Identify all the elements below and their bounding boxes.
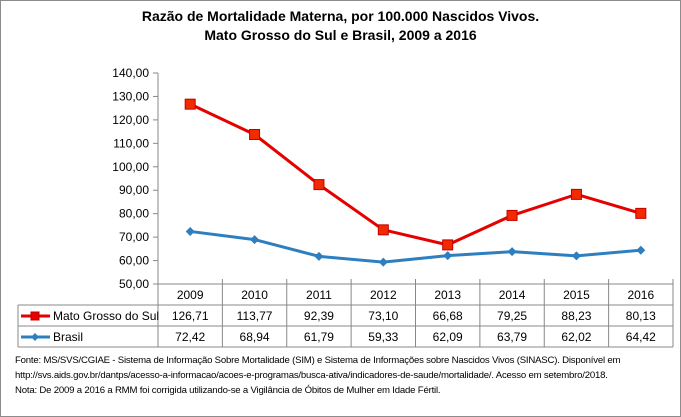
x-category-label: 2011 xyxy=(306,288,332,302)
legend-label: Brasil xyxy=(53,330,83,344)
data-point-diamond xyxy=(636,245,646,255)
y-tick-label: 70,00 xyxy=(119,230,149,244)
y-tick-label: 80,00 xyxy=(119,207,149,221)
data-point-diamond xyxy=(314,251,324,261)
table-cell-value: 72,42 xyxy=(175,330,205,344)
x-category-label: 2016 xyxy=(627,288,654,302)
y-tick-label: 50,00 xyxy=(119,277,149,291)
x-category-label: 2012 xyxy=(370,288,397,302)
chart-title-line2: Mato Grosso do Sul e Brasil, 2009 a 2016 xyxy=(204,27,477,43)
table-cell-value: 63,79 xyxy=(497,330,527,344)
data-point-square xyxy=(249,128,261,140)
table-cell-value: 62,02 xyxy=(561,330,591,344)
table-cell-value: 113,77 xyxy=(237,309,273,323)
data-point-diamond xyxy=(443,251,453,261)
data-point-diamond xyxy=(378,257,388,267)
table-cell-value: 64,42 xyxy=(626,330,656,344)
data-point-square xyxy=(184,98,196,110)
series-line-0 xyxy=(189,102,642,247)
series-line-1 xyxy=(189,229,641,264)
data-point-square xyxy=(377,224,389,236)
y-tick-label: 140,00 xyxy=(112,66,149,80)
note-line: Fonte: MS/SVS/CGIAE - Sistema de Informa… xyxy=(15,355,621,366)
data-point-diamond xyxy=(507,247,517,257)
y-tick-label: 100,00 xyxy=(112,160,149,174)
data-point-diamond xyxy=(571,251,581,261)
x-category-label: 2014 xyxy=(499,288,526,302)
data-point-square xyxy=(570,188,582,200)
y-tick-label: 90,00 xyxy=(119,183,149,197)
table-cell-value: 66,68 xyxy=(433,309,463,323)
table-cell-value: 92,39 xyxy=(304,309,334,323)
legend-label: Mato Grosso do Sul xyxy=(53,309,159,323)
note-line: http://svs.aids.gov.br/dantps/acesso-a-i… xyxy=(15,370,608,381)
y-tick-label: 130,00 xyxy=(112,89,149,103)
data-point-diamond xyxy=(250,235,260,245)
source-notes: Fonte: MS/SVS/CGIAE - Sistema de Informa… xyxy=(15,353,621,398)
data-point-square xyxy=(442,239,454,251)
y-tick-label: 110,00 xyxy=(113,136,149,150)
table-cell-value: 68,94 xyxy=(240,330,270,344)
table-cell-value: 62,09 xyxy=(433,330,463,344)
data-point-square xyxy=(635,207,647,219)
data-point-diamond xyxy=(185,226,195,236)
table-cell-value: 126,71 xyxy=(172,309,209,323)
legend-diamond-marker xyxy=(31,333,39,341)
table-cell-value: 80,13 xyxy=(626,309,656,323)
x-category-label: 2009 xyxy=(177,288,204,302)
data-point-square xyxy=(313,179,325,191)
x-category-label: 2010 xyxy=(241,288,268,302)
table-cell-value: 59,33 xyxy=(368,330,398,344)
table-cell-value: 61,79 xyxy=(304,330,334,344)
x-category-label: 2015 xyxy=(563,288,590,302)
note-line: Nota: De 2009 a 2016 a RMM foi corrigida… xyxy=(15,385,441,396)
y-tick-label: 120,00 xyxy=(112,113,149,127)
table-cell-value: 79,25 xyxy=(497,309,527,323)
chart-title-line1: Razão de Mortalidade Materna, por 100.00… xyxy=(141,8,540,24)
x-category-label: 2013 xyxy=(434,288,461,302)
data-point-square xyxy=(506,209,518,221)
legend-square-marker xyxy=(30,311,40,321)
table-cell-value: 88,23 xyxy=(561,309,591,323)
chart-plot: 50,00 60,00 70,00 80,00 90,00 100,00 110,00 120… xyxy=(17,66,674,348)
table-cell-value: 73,10 xyxy=(368,309,398,323)
y-tick-label: 60,00 xyxy=(119,254,149,268)
